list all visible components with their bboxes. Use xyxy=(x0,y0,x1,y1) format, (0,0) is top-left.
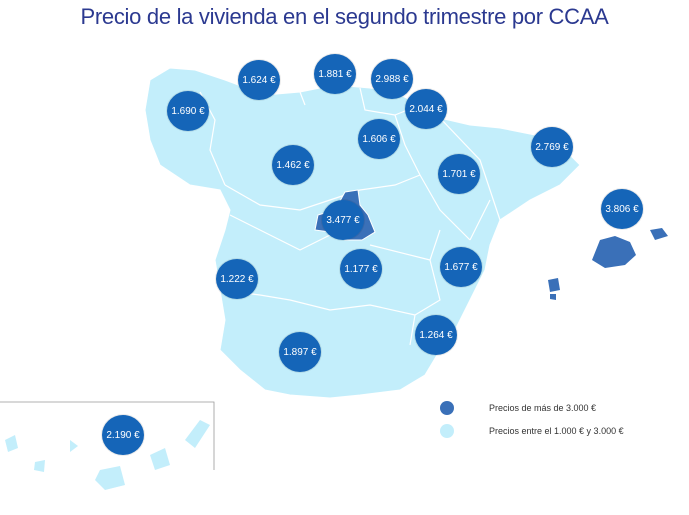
price-bubble-asturias: 1.624 € xyxy=(238,60,280,100)
mallorca-shape xyxy=(592,236,636,268)
price-bubble-navarra: 2.044 € xyxy=(405,89,447,129)
legend-item-normal: Precios entre el 1.000 € y 3.000 € xyxy=(440,424,624,438)
price-bubble-pais-vasco: 2.988 € xyxy=(371,59,413,99)
canarias-islands xyxy=(5,420,210,490)
price-bubble-castilla-la-mancha: 1.177 € xyxy=(340,249,382,289)
canarias-inset-frame xyxy=(0,401,215,470)
price-bubble-cantabria: 1.881 € xyxy=(314,54,356,94)
price-bubble-cataluna: 2.769 € xyxy=(531,127,573,167)
ibiza-shape xyxy=(548,278,560,292)
formentera-shape xyxy=(550,294,556,300)
map-title: Precio de la vivienda en el segundo trim… xyxy=(80,4,609,29)
menorca-shape xyxy=(650,228,668,240)
price-bubble-extremadura: 1.222 € xyxy=(216,259,258,299)
legend-label-normal: Precios entre el 1.000 € y 3.000 € xyxy=(489,426,624,436)
price-bubble-comunidad-valenciana: 1.677 € xyxy=(440,247,482,287)
legend-swatch-normal xyxy=(440,424,454,438)
legend-item-high: Precios de más de 3.000 € xyxy=(440,401,596,415)
price-bubble-castilla-y-leon: 1.462 € xyxy=(272,145,314,185)
legend-swatch-high xyxy=(440,401,454,415)
legend-label-high: Precios de más de 3.000 € xyxy=(489,403,597,413)
price-bubble-la-rioja: 1.606 € xyxy=(358,119,400,159)
price-bubble-canarias: 2.190 € xyxy=(102,415,144,455)
price-bubble-baleares: 3.806 € xyxy=(601,189,643,229)
price-bubble-aragon: 1.701 € xyxy=(438,154,480,194)
price-bubble-galicia: 1.690 € xyxy=(167,91,209,131)
price-bubble-murcia: 1.264 € xyxy=(415,315,457,355)
price-bubble-madrid: 3.477 € xyxy=(322,200,364,240)
price-bubble-andalucia: 1.897 € xyxy=(279,332,321,372)
